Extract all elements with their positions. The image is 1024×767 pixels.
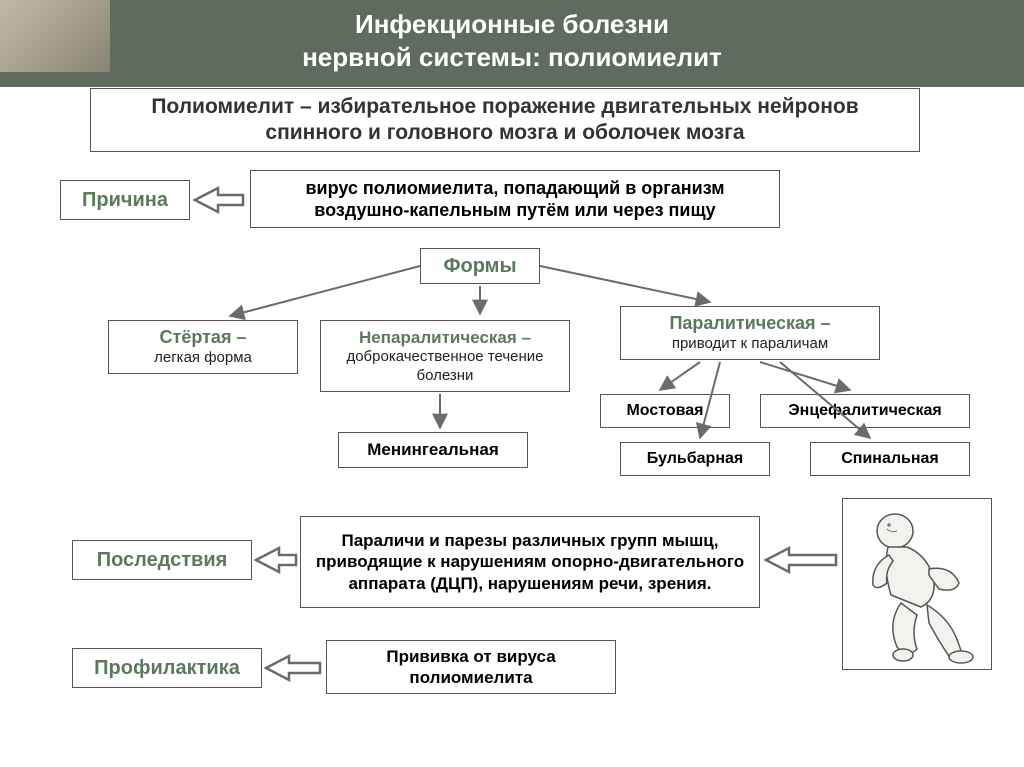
- header-line2: нервной системы: полиомиелит: [0, 41, 1024, 74]
- form-sterta-box: Стёртая – легкая форма: [108, 320, 298, 374]
- form-sterta-sub: легкая форма: [154, 349, 252, 368]
- subtype-mostovaya: Мостовая: [626, 401, 703, 421]
- subtype-encephalitic-box: Энцефалитическая: [760, 394, 970, 428]
- form-nonparalytic-sub: доброкачественное течение болезни: [331, 348, 559, 386]
- reason-text-box: вирус полиомиелита, попадающий в организ…: [250, 170, 780, 228]
- slide-header: Инфекционные болезни нервной системы: по…: [0, 0, 1024, 87]
- consequences-label: Последствия: [97, 548, 228, 573]
- illustration-box: [842, 498, 992, 670]
- subtype-mostovaya-box: Мостовая: [600, 394, 730, 428]
- form-paralytic-box: Паралитическая – приводит к параличам: [620, 306, 880, 360]
- consequences-text-box: Параличи и парезы различных групп мышц, …: [300, 516, 760, 608]
- subtype-bulbar: Бульбарная: [647, 449, 743, 469]
- prevention-text-box: Прививка от вируса полиомиелита: [326, 640, 616, 694]
- header-line1: Инфекционные болезни: [0, 8, 1024, 41]
- prevention-label-box: Профилактика: [72, 648, 262, 688]
- reason-label-box: Причина: [60, 180, 190, 220]
- form-sterta-title: Стёртая –: [160, 326, 247, 349]
- form-nonparalytic-title: Непаралитическая –: [359, 327, 531, 348]
- prevention-label: Профилактика: [94, 656, 240, 681]
- consequences-text: Параличи и парезы различных групп мышц, …: [311, 530, 749, 594]
- form-meningeal-box: Менингеальная: [338, 432, 528, 468]
- reason-text: вирус полиомиелита, попадающий в организ…: [261, 177, 769, 222]
- subtype-bulbar-box: Бульбарная: [620, 442, 770, 476]
- header-side-image: [0, 0, 110, 72]
- form-paralytic-title: Паралитическая –: [669, 312, 830, 335]
- forms-label: Формы: [443, 254, 516, 279]
- subtype-spinal: Спинальная: [841, 449, 939, 469]
- forms-label-box: Формы: [420, 248, 540, 284]
- subtype-spinal-box: Спинальная: [810, 442, 970, 476]
- subtype-encephalitic: Энцефалитическая: [788, 401, 941, 421]
- form-nonparalytic-box: Непаралитическая – доброкачественное теч…: [320, 320, 570, 392]
- definition-box: Полиомиелит – избирательное поражение дв…: [90, 88, 920, 152]
- child-figure-icon: [843, 499, 993, 671]
- reason-label: Причина: [82, 188, 168, 213]
- consequences-label-box: Последствия: [72, 540, 252, 580]
- form-meningeal-text: Менингеальная: [367, 439, 498, 460]
- prevention-text: Прививка от вируса полиомиелита: [337, 646, 605, 689]
- form-paralytic-sub: приводит к параличам: [672, 335, 828, 354]
- definition-text: Полиомиелит – избирательное поражение дв…: [101, 94, 909, 147]
